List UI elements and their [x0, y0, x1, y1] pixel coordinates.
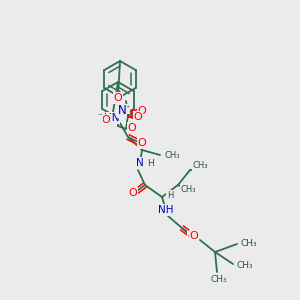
- Text: CH₃: CH₃: [180, 184, 196, 194]
- Text: NH: NH: [158, 205, 174, 215]
- Text: CH₃: CH₃: [211, 275, 227, 284]
- Text: O: O: [138, 138, 146, 148]
- Text: N: N: [118, 104, 126, 118]
- Text: O: O: [114, 93, 122, 103]
- Text: HN: HN: [104, 113, 120, 123]
- Text: O: O: [129, 188, 137, 198]
- Text: H: H: [147, 158, 153, 167]
- Text: CH₃: CH₃: [192, 161, 208, 170]
- Text: O: O: [190, 231, 198, 241]
- Text: O: O: [134, 112, 142, 122]
- Text: O: O: [128, 123, 136, 133]
- Text: CH₃: CH₃: [164, 151, 180, 160]
- Text: O: O: [102, 115, 110, 125]
- Text: ⁺: ⁺: [126, 104, 130, 113]
- Text: CH₃: CH₃: [241, 238, 257, 247]
- Text: O: O: [188, 232, 196, 242]
- Text: CH₃: CH₃: [237, 262, 253, 271]
- Text: ⁻: ⁻: [98, 112, 103, 122]
- Text: H: H: [167, 190, 173, 200]
- Text: N: N: [136, 158, 144, 168]
- Text: O: O: [138, 106, 146, 116]
